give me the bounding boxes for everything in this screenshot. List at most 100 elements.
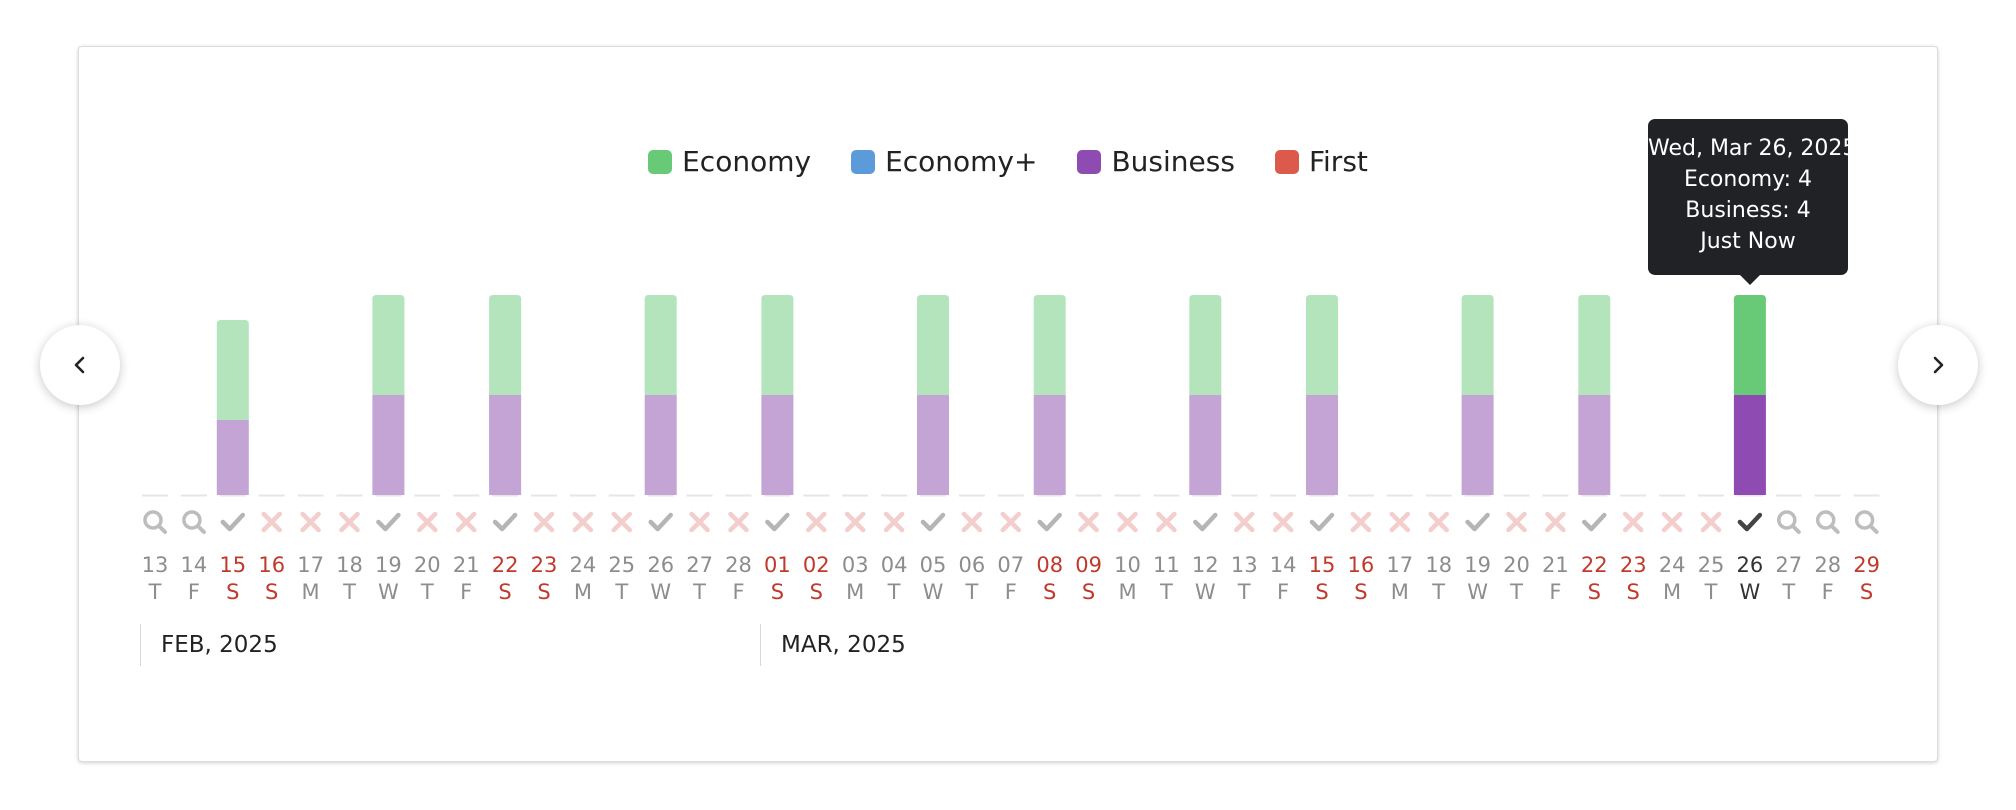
day-number[interactable]: 06 bbox=[959, 553, 986, 577]
day-number[interactable]: 22 bbox=[1581, 553, 1608, 577]
close-icon[interactable] bbox=[883, 511, 905, 533]
close-icon[interactable] bbox=[417, 511, 438, 533]
check-icon[interactable] bbox=[376, 512, 401, 532]
bar-business[interactable] bbox=[489, 395, 522, 495]
search-icon[interactable] bbox=[1777, 510, 1797, 530]
close-icon[interactable] bbox=[455, 511, 477, 533]
close-icon[interactable] bbox=[806, 511, 827, 533]
day-number[interactable]: 14 bbox=[181, 553, 208, 577]
bar-economy[interactable] bbox=[644, 295, 677, 395]
check-icon[interactable] bbox=[765, 512, 790, 532]
day-number[interactable]: 29 bbox=[1853, 553, 1880, 577]
bar-economy[interactable] bbox=[372, 295, 405, 395]
day-number[interactable]: 03 bbox=[842, 553, 869, 577]
day-number[interactable]: 20 bbox=[414, 553, 441, 577]
close-icon[interactable] bbox=[300, 511, 321, 533]
close-icon[interactable] bbox=[689, 511, 710, 533]
bar-economy[interactable] bbox=[1733, 295, 1766, 395]
close-icon[interactable] bbox=[1428, 511, 1449, 533]
bar-economy[interactable] bbox=[1306, 295, 1338, 395]
close-icon[interactable] bbox=[339, 511, 360, 533]
day-number[interactable]: 19 bbox=[1464, 553, 1491, 577]
close-icon[interactable] bbox=[1272, 511, 1294, 533]
day-number[interactable]: 11 bbox=[1153, 553, 1180, 577]
bar-business[interactable] bbox=[1733, 395, 1766, 495]
day-number[interactable]: 02 bbox=[803, 553, 830, 577]
day-number[interactable]: 27 bbox=[686, 553, 713, 577]
close-icon[interactable] bbox=[1156, 511, 1177, 533]
search-icon[interactable] bbox=[1854, 510, 1875, 530]
day-number[interactable]: 24 bbox=[1659, 553, 1686, 577]
bar-business[interactable] bbox=[1306, 395, 1338, 495]
close-icon[interactable] bbox=[261, 511, 282, 533]
day-number[interactable]: 26 bbox=[1737, 553, 1764, 577]
day-number[interactable]: 08 bbox=[1036, 553, 1063, 577]
close-icon[interactable] bbox=[1389, 511, 1411, 533]
check-icon[interactable] bbox=[1037, 512, 1062, 532]
close-icon[interactable] bbox=[1622, 511, 1644, 533]
close-icon[interactable] bbox=[961, 511, 983, 533]
bar-economy[interactable] bbox=[489, 295, 522, 395]
bar-economy[interactable] bbox=[761, 295, 794, 395]
bar-business[interactable] bbox=[761, 395, 794, 495]
bar-business[interactable] bbox=[1578, 395, 1611, 495]
close-icon[interactable] bbox=[572, 511, 594, 533]
close-icon[interactable] bbox=[1661, 511, 1683, 533]
close-icon[interactable] bbox=[1506, 511, 1527, 533]
bar-business[interactable] bbox=[372, 395, 405, 495]
bar-economy[interactable] bbox=[1189, 295, 1222, 395]
day-number[interactable]: 10 bbox=[1114, 553, 1141, 577]
day-number[interactable]: 26 bbox=[647, 553, 674, 577]
close-icon[interactable] bbox=[1000, 511, 1022, 533]
bar-business[interactable] bbox=[1461, 395, 1494, 495]
close-icon[interactable] bbox=[1117, 511, 1138, 533]
day-number[interactable]: 16 bbox=[1348, 553, 1375, 577]
close-icon[interactable] bbox=[844, 511, 866, 533]
check-icon[interactable] bbox=[492, 512, 518, 532]
check-icon[interactable] bbox=[1737, 512, 1763, 532]
search-icon[interactable] bbox=[182, 510, 202, 530]
day-number[interactable]: 13 bbox=[142, 553, 169, 577]
bar-economy[interactable] bbox=[1578, 295, 1611, 395]
day-number[interactable]: 21 bbox=[453, 553, 480, 577]
prev-button[interactable] bbox=[40, 325, 120, 405]
bar-business[interactable] bbox=[644, 395, 677, 495]
bar-business[interactable] bbox=[917, 395, 949, 495]
day-number[interactable]: 18 bbox=[336, 553, 363, 577]
day-number[interactable]: 17 bbox=[297, 553, 324, 577]
close-icon[interactable] bbox=[1700, 511, 1722, 533]
close-icon[interactable] bbox=[1233, 511, 1255, 533]
day-number[interactable]: 15 bbox=[219, 553, 246, 577]
legend-item-economy[interactable]: Economy bbox=[648, 145, 811, 178]
next-button[interactable] bbox=[1898, 325, 1978, 405]
day-number[interactable]: 14 bbox=[1270, 553, 1297, 577]
day-number[interactable]: 23 bbox=[1620, 553, 1647, 577]
day-number[interactable]: 13 bbox=[1231, 553, 1258, 577]
day-number[interactable]: 27 bbox=[1775, 553, 1802, 577]
day-number[interactable]: 15 bbox=[1309, 553, 1336, 577]
legend-item-first[interactable]: First bbox=[1274, 145, 1368, 178]
check-icon[interactable] bbox=[220, 512, 246, 532]
day-number[interactable]: 25 bbox=[608, 553, 635, 577]
bar-business[interactable] bbox=[1033, 395, 1066, 495]
day-number[interactable]: 21 bbox=[1542, 553, 1569, 577]
close-icon[interactable] bbox=[533, 511, 555, 533]
bar-business[interactable] bbox=[1189, 395, 1222, 495]
day-number[interactable]: 07 bbox=[997, 553, 1024, 577]
day-number[interactable]: 01 bbox=[764, 553, 791, 577]
close-icon[interactable] bbox=[611, 511, 633, 533]
close-icon[interactable] bbox=[728, 511, 749, 533]
close-icon[interactable] bbox=[1350, 511, 1372, 533]
check-icon[interactable] bbox=[1582, 512, 1607, 532]
bar-economy[interactable] bbox=[216, 320, 249, 420]
day-number[interactable]: 16 bbox=[258, 553, 285, 577]
day-number[interactable]: 04 bbox=[881, 553, 908, 577]
check-icon[interactable] bbox=[1193, 512, 1218, 532]
close-icon[interactable] bbox=[1078, 511, 1099, 533]
legend-item-economy-plus[interactable]: Economy+ bbox=[851, 145, 1037, 178]
day-number[interactable]: 17 bbox=[1386, 553, 1413, 577]
day-number[interactable]: 20 bbox=[1503, 553, 1530, 577]
day-number[interactable]: 28 bbox=[725, 553, 752, 577]
search-icon[interactable] bbox=[1815, 510, 1836, 530]
day-number[interactable]: 23 bbox=[531, 553, 558, 577]
